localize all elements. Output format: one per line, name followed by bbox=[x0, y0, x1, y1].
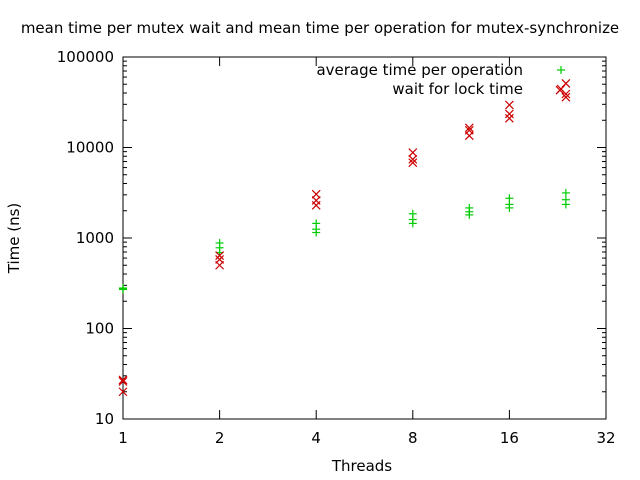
x-tick-label: 4 bbox=[311, 429, 321, 447]
lock-wait-point bbox=[504, 113, 514, 123]
lock-wait-point bbox=[408, 154, 418, 164]
operation-point bbox=[465, 203, 474, 212]
y-tick-label: 10 bbox=[95, 410, 114, 428]
lock-wait-point bbox=[118, 375, 128, 385]
lock-wait-point bbox=[311, 196, 321, 205]
lock-wait-point bbox=[118, 387, 128, 397]
lock-wait-point bbox=[408, 148, 418, 157]
x-tick-label: 1 bbox=[118, 429, 128, 447]
plot-frame bbox=[122, 56, 607, 420]
operation-point bbox=[561, 195, 570, 204]
x-tick-label: 2 bbox=[215, 429, 225, 447]
y-tick-label: 100 bbox=[85, 320, 114, 338]
operation-point bbox=[215, 239, 224, 248]
y-tick-label: 10000 bbox=[66, 139, 114, 157]
data-points bbox=[118, 79, 571, 397]
x-axis-label: Threads bbox=[331, 457, 392, 475]
operation-point bbox=[561, 188, 570, 197]
lock-wait-point bbox=[561, 92, 571, 102]
x-tick-label: 32 bbox=[596, 429, 615, 447]
operation-point bbox=[408, 209, 417, 218]
lock-wait-point bbox=[464, 125, 474, 135]
lock-wait-point bbox=[311, 189, 321, 199]
lock-wait-point bbox=[504, 109, 514, 119]
lock-wait-point bbox=[118, 377, 128, 386]
lock-wait-point bbox=[215, 251, 225, 260]
lock-wait-point bbox=[215, 254, 225, 264]
y-tick-label: 100000 bbox=[57, 48, 114, 66]
operation-point bbox=[312, 219, 321, 228]
legend-marker bbox=[556, 84, 566, 94]
y-axis-label: Time (ns) bbox=[5, 203, 23, 275]
lock-wait-point bbox=[408, 158, 418, 168]
legend-marker bbox=[557, 66, 565, 74]
legend-label: wait for lock time bbox=[392, 80, 523, 98]
operation-point bbox=[119, 284, 127, 293]
x-axis: 1 2 4 8 16 32 bbox=[118, 57, 616, 447]
x-tick-label: 8 bbox=[408, 429, 418, 447]
operation-point bbox=[505, 194, 514, 203]
lock-wait-point bbox=[504, 100, 514, 110]
x-tick-label: 16 bbox=[500, 429, 519, 447]
y-axis: 10 100 1000 10000 100000 bbox=[57, 48, 606, 428]
lock-wait-point bbox=[464, 123, 474, 133]
chart-title: mean time per mutex wait and mean time p… bbox=[21, 19, 619, 37]
legend-label: average time per operation bbox=[316, 61, 523, 79]
y-tick-label: 1000 bbox=[76, 229, 114, 247]
